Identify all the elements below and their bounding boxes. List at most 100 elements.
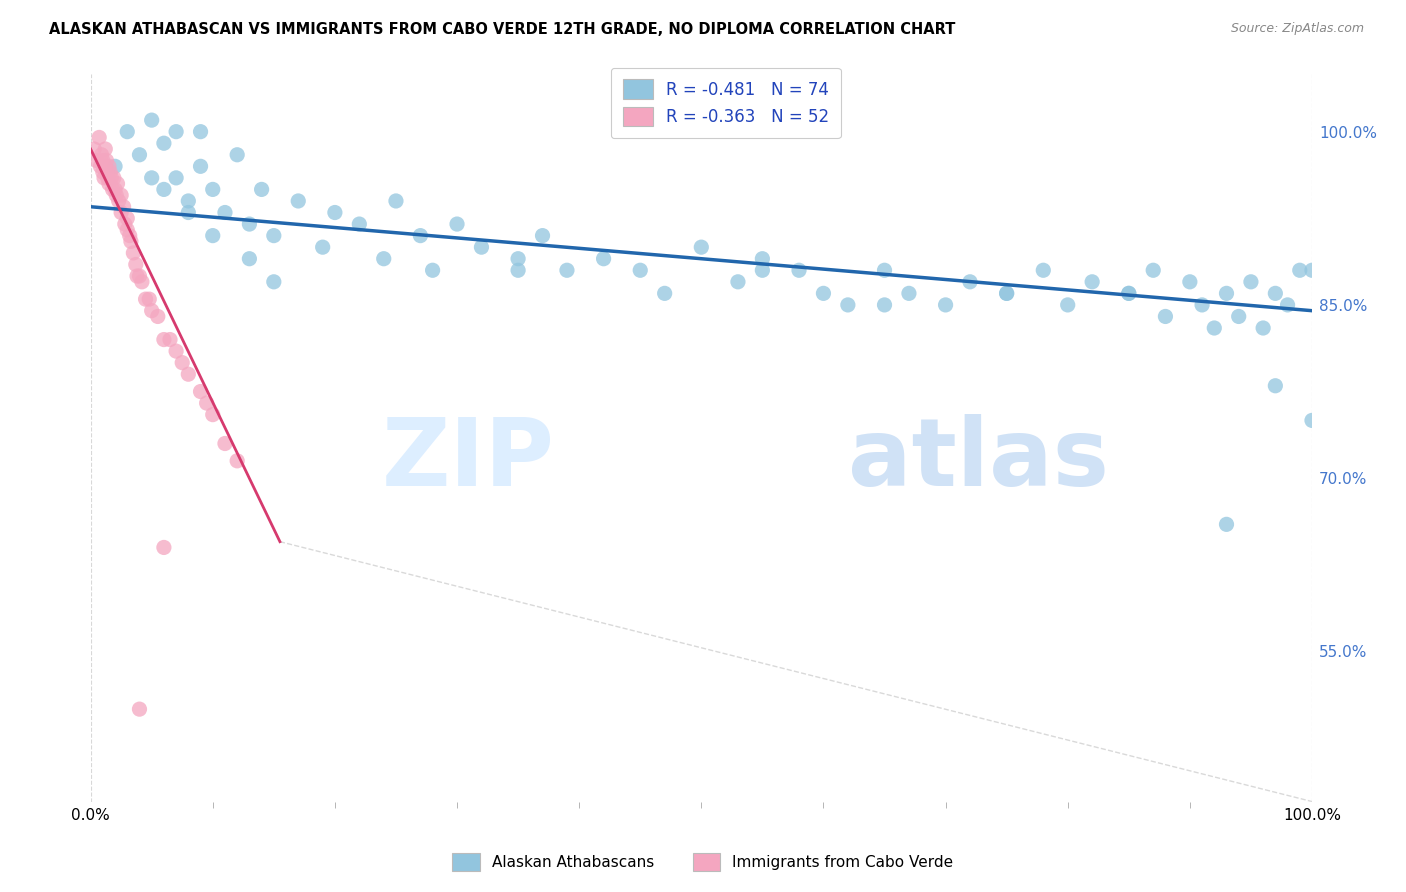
Point	[90, 148, 112, 162]
Point	[177, 194, 200, 208]
Point	[153, 136, 176, 151]
Point	[1215, 286, 1237, 301]
Point	[250, 182, 273, 196]
Point	[93, 170, 115, 185]
Point	[94, 142, 117, 156]
Point	[128, 268, 150, 283]
Point	[1118, 286, 1140, 301]
Point	[125, 268, 148, 283]
Point	[153, 541, 176, 555]
Point	[107, 194, 129, 208]
Point	[1154, 310, 1177, 324]
Point	[120, 235, 142, 249]
Point	[190, 384, 212, 399]
Point	[873, 263, 896, 277]
Point	[226, 148, 249, 162]
Point	[165, 344, 187, 359]
Point	[97, 177, 120, 191]
Point	[1191, 298, 1213, 312]
Point	[1081, 275, 1104, 289]
Point	[159, 333, 181, 347]
Point	[118, 228, 141, 243]
Point	[654, 286, 676, 301]
Point	[995, 286, 1018, 301]
Point	[97, 170, 120, 185]
Point	[135, 292, 157, 306]
Point	[195, 396, 218, 410]
Point	[349, 217, 371, 231]
Point	[446, 217, 468, 231]
Point	[172, 356, 194, 370]
Point	[117, 125, 139, 139]
Point	[1277, 298, 1299, 312]
Point	[110, 188, 132, 202]
Point	[101, 182, 124, 196]
Point	[190, 159, 212, 173]
Legend: Alaskan Athabascans, Immigrants from Cabo Verde: Alaskan Athabascans, Immigrants from Cab…	[446, 847, 960, 877]
Point	[897, 286, 920, 301]
Point	[128, 148, 150, 162]
Point	[555, 263, 578, 277]
Point	[110, 205, 132, 219]
Point	[995, 286, 1018, 301]
Point	[751, 263, 773, 277]
Point	[89, 130, 111, 145]
Point	[153, 182, 176, 196]
Point	[153, 333, 176, 347]
Point	[873, 298, 896, 312]
Point	[104, 159, 127, 173]
Point	[128, 702, 150, 716]
Point	[1301, 263, 1323, 277]
Point	[813, 286, 835, 301]
Text: ZIP: ZIP	[382, 414, 555, 506]
Point	[165, 125, 187, 139]
Point	[592, 252, 614, 266]
Point	[105, 188, 128, 202]
Point	[146, 310, 169, 324]
Point	[98, 165, 121, 179]
Point	[409, 228, 432, 243]
Point	[122, 246, 145, 260]
Point	[506, 252, 529, 266]
Point	[190, 125, 212, 139]
Point	[141, 113, 163, 128]
Point	[177, 368, 200, 382]
Point	[373, 252, 395, 266]
Point	[263, 275, 285, 289]
Point	[141, 170, 163, 185]
Text: atlas: atlas	[848, 414, 1109, 506]
Point	[201, 228, 224, 243]
Point	[1240, 275, 1263, 289]
Point	[83, 142, 105, 156]
Point	[531, 228, 554, 243]
Point	[117, 223, 139, 237]
Point	[751, 252, 773, 266]
Point	[312, 240, 335, 254]
Point	[94, 159, 117, 173]
Point	[1118, 286, 1140, 301]
Point	[96, 153, 118, 168]
Point	[1301, 413, 1323, 427]
Point	[104, 182, 127, 196]
Point	[287, 194, 309, 208]
Point	[1288, 263, 1310, 277]
Point	[103, 170, 125, 185]
Point	[91, 165, 114, 179]
Point	[114, 217, 136, 231]
Point	[1142, 263, 1164, 277]
Point	[470, 240, 492, 254]
Point	[165, 170, 187, 185]
Point	[1056, 298, 1078, 312]
Point	[1178, 275, 1201, 289]
Point	[214, 436, 236, 450]
Point	[97, 159, 120, 173]
Point	[226, 454, 249, 468]
Point	[86, 153, 108, 168]
Point	[1251, 321, 1274, 335]
Point	[1215, 517, 1237, 532]
Point	[141, 303, 163, 318]
Point	[837, 298, 859, 312]
Point	[422, 263, 444, 277]
Point	[238, 217, 260, 231]
Point	[628, 263, 651, 277]
